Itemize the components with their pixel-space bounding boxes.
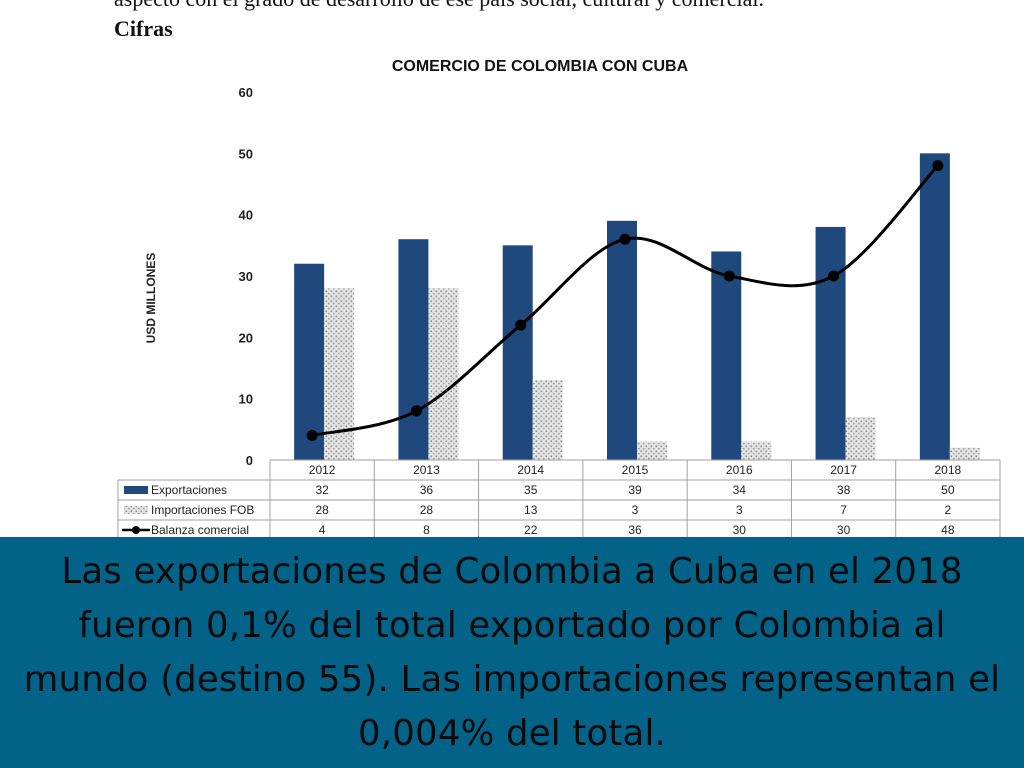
bar-exportaciones	[398, 239, 429, 460]
legend-label: Importaciones FOB	[151, 503, 254, 517]
y-tick-label: 50	[239, 146, 253, 161]
intro-text-line: aspecto con el grado de desarrollo de es…	[114, 0, 914, 12]
x-tick-label: 2013	[413, 463, 440, 477]
table-cell-value: 2	[945, 503, 952, 517]
legend-label: Balanza comercial	[151, 523, 249, 537]
x-tick-label: 2016	[726, 463, 753, 477]
bar-exportaciones	[502, 245, 533, 460]
point-balanza-comercial	[619, 233, 631, 245]
table-cell-value: 3	[736, 503, 743, 517]
point-balanza-comercial	[410, 405, 422, 417]
point-balanza-comercial	[306, 429, 318, 441]
legend-key-importaciones	[124, 506, 148, 514]
table-cell-value: 35	[524, 483, 538, 497]
legend-key-exportaciones	[124, 486, 148, 494]
y-tick-label: 40	[239, 208, 253, 223]
bar-exportaciones	[815, 226, 846, 460]
table-cell-value: 39	[628, 483, 642, 497]
table-cell-value: 7	[840, 503, 847, 517]
table-cell-value: 13	[524, 503, 538, 517]
table-cell-value: 38	[837, 483, 851, 497]
bar-exportaciones	[294, 263, 325, 460]
point-balanza-comercial	[515, 319, 527, 331]
table-cell-value: 8	[423, 523, 430, 537]
bar-importaciones	[845, 417, 876, 460]
bar-importaciones	[637, 441, 667, 460]
chart-title: COMERCIO DE COLOMBIA CON CUBA	[392, 58, 689, 75]
x-tick-label: 2015	[622, 463, 649, 477]
table-cell-value: 32	[315, 483, 329, 497]
table-cell-value: 48	[941, 523, 955, 537]
legend-label: Exportaciones	[151, 483, 227, 497]
x-tick-label: 2012	[309, 463, 336, 477]
table-cell-value: 50	[941, 483, 955, 497]
y-tick-label: 60	[239, 85, 253, 100]
bar-importaciones	[428, 288, 459, 460]
table-cell-value: 3	[632, 503, 639, 517]
table-cell-value: 22	[524, 523, 538, 537]
point-balanza-comercial	[723, 270, 735, 282]
section-heading: Cifras	[114, 16, 173, 41]
point-balanza-comercial	[932, 160, 944, 172]
table-cell-value: 36	[628, 523, 642, 537]
point-balanza-comercial	[828, 270, 840, 282]
bar-importaciones	[532, 380, 563, 460]
y-tick-label: 0	[246, 453, 253, 468]
table-cell-value: 28	[420, 503, 434, 517]
y-tick-label: 20	[239, 330, 253, 345]
x-tick-label: 2018	[935, 463, 962, 477]
caption-banner: Las exportaciones de Colombia a Cuba en …	[0, 537, 1024, 768]
bar-exportaciones	[919, 153, 950, 461]
legend-key-balanza-marker	[132, 526, 140, 534]
table-cell-value: 4	[319, 523, 326, 537]
y-tick-label: 30	[239, 269, 253, 284]
x-tick-label: 2017	[830, 463, 857, 477]
table-cell-value: 28	[315, 503, 329, 517]
table-cell-value: 30	[837, 523, 851, 537]
table-cell-value: 30	[733, 523, 747, 537]
y-axis-label: USD MILLONES	[144, 253, 158, 344]
caption-text: Las exportaciones de Colombia a Cuba en …	[23, 550, 1001, 754]
table-cell-value: 36	[420, 483, 434, 497]
table-cell-value: 34	[733, 483, 747, 497]
bar-exportaciones	[711, 251, 742, 460]
y-tick-label: 10	[239, 392, 253, 407]
bar-importaciones	[741, 441, 772, 460]
trade-chart: COMERCIO DE COLOMBIA CON CUBA USD MILLON…	[117, 58, 1001, 540]
bar-exportaciones	[607, 220, 637, 460]
bar-importaciones	[949, 447, 980, 460]
x-tick-label: 2014	[517, 463, 544, 477]
